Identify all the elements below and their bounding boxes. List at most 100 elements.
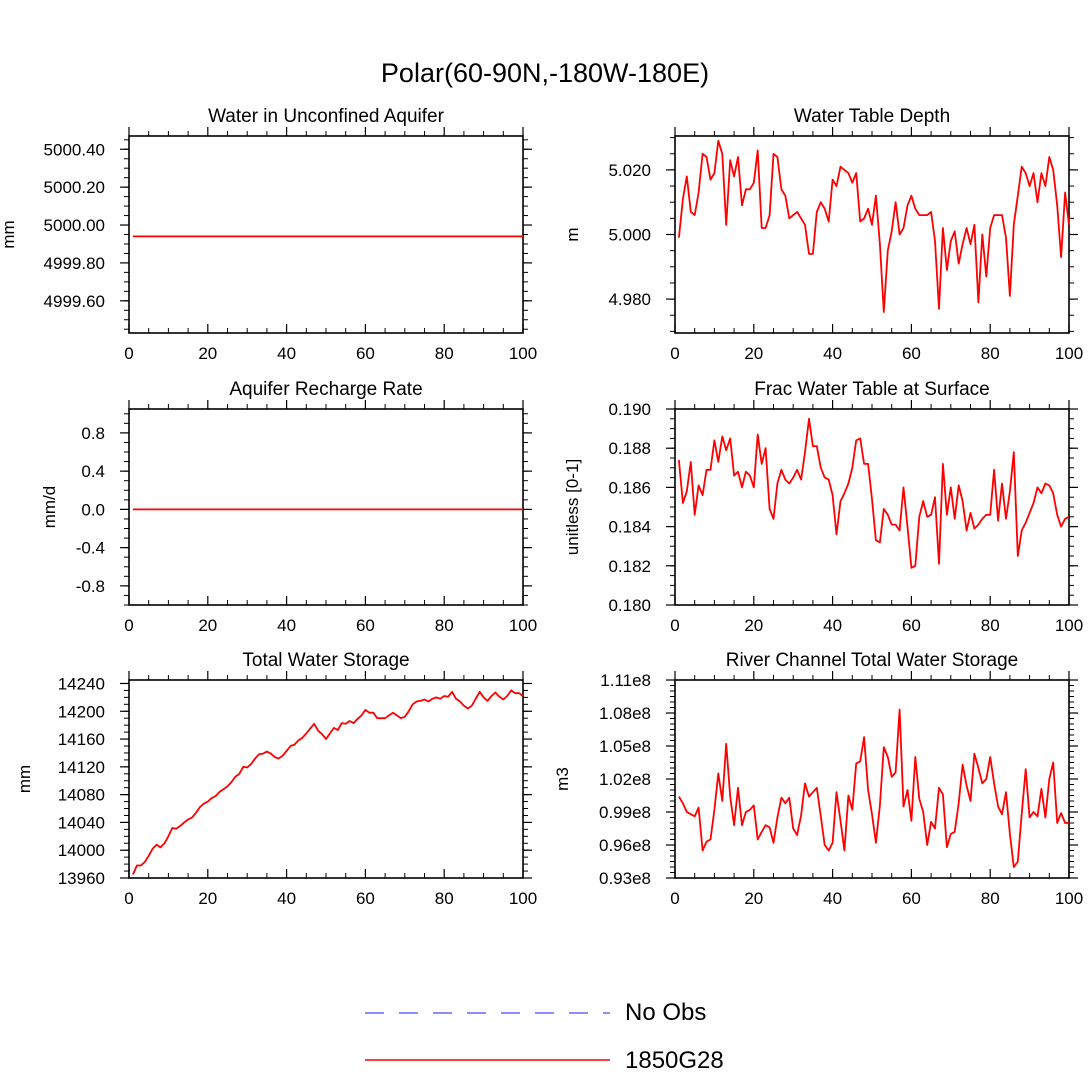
y-axis-label: mm (0, 220, 18, 248)
x-tick-label: 0 (124, 616, 133, 635)
x-tick-label: 60 (902, 889, 921, 908)
x-tick-label: 40 (823, 616, 842, 635)
x-tick-label: 20 (744, 344, 763, 363)
x-tick-label: 60 (356, 616, 375, 635)
x-tick-label: 60 (356, 344, 375, 363)
chart-panel-3: Aquifer Recharge Rate mm/d 0 20 40 60 80 100 -0.… (40, 379, 537, 635)
x-tick-label: 80 (435, 889, 454, 908)
y-tick-label: 0.99e8 (599, 803, 651, 822)
series-line-1850g28 (678, 417, 1070, 569)
x-tick-label: 80 (981, 616, 1000, 635)
y-tick-label: 0.0 (81, 500, 105, 519)
panel-title: River Channel Total Water Storage (726, 650, 1019, 671)
x-tick-label: 100 (509, 889, 537, 908)
legend-label-no-obs: No Obs (625, 999, 706, 1026)
x-tick-label: 20 (198, 616, 217, 635)
x-tick-label: 0 (670, 616, 679, 635)
y-tick-label: 5000.20 (44, 178, 105, 197)
y-tick-label: 5000.00 (44, 216, 105, 235)
y-tick-label: 0.184 (608, 518, 651, 537)
x-tick-label: 0 (670, 344, 679, 363)
y-tick-label: 0.93e8 (599, 869, 651, 888)
y-axis-label: unitless [0-1] (563, 459, 582, 555)
x-tick-label: 60 (356, 889, 375, 908)
x-tick-label: 40 (823, 889, 842, 908)
y-tick-label: 0.188 (608, 439, 651, 458)
panel-title: Frac Water Table at Surface (754, 379, 990, 400)
x-tick-label: 20 (744, 889, 763, 908)
plot-frame (674, 135, 1070, 334)
x-tick-label: 100 (1055, 889, 1083, 908)
x-tick-label: 20 (744, 616, 763, 635)
x-tick-label: 0 (670, 889, 679, 908)
y-tick-label: 14040 (58, 813, 105, 832)
y-tick-label: 0.180 (608, 596, 651, 615)
panel-title: Water in Unconfined Aquifer (208, 106, 445, 127)
chart-panel-4: Frac Water Table at Surface unitless [0-1… (563, 379, 1083, 635)
x-tick-label: 60 (902, 616, 921, 635)
y-tick-label: 14080 (58, 786, 105, 805)
x-tick-label: 20 (198, 344, 217, 363)
series-line-1850g28 (678, 139, 1070, 313)
y-axis-label: mm/d (40, 486, 59, 529)
y-tick-label: 0.8 (81, 424, 105, 443)
chart-panel-2: Water Table Depth m 0 20 40 60 80 100 4.980 5.000… (563, 106, 1083, 363)
y-tick-label: 4999.80 (44, 254, 105, 273)
x-tick-label: 40 (277, 616, 296, 635)
y-tick-label: 14000 (58, 841, 105, 860)
x-tick-label: 40 (823, 344, 842, 363)
x-tick-label: 60 (902, 344, 921, 363)
x-tick-label: 100 (1055, 616, 1083, 635)
x-tick-label: 100 (509, 616, 537, 635)
y-tick-label: 4.980 (608, 290, 651, 309)
y-tick-label: 1.05e8 (599, 737, 651, 756)
x-tick-label: 80 (981, 344, 1000, 363)
y-tick-label: 0.4 (81, 462, 105, 481)
y-tick-label: 0.182 (608, 557, 651, 576)
y-tick-label: 14240 (58, 674, 105, 693)
chart-panel-6: River Channel Total Water Storage m3 0 20 40… (553, 650, 1083, 908)
x-tick-label: 80 (435, 616, 454, 635)
y-tick-label: -0.4 (76, 539, 105, 558)
y-axis-label: m3 (553, 767, 572, 791)
y-axis-label: mm (15, 765, 34, 793)
y-tick-label: 14200 (58, 702, 105, 721)
x-tick-label: 40 (277, 889, 296, 908)
y-tick-label: 14120 (58, 758, 105, 777)
legend-label-1850g28: 1850G28 (625, 1047, 724, 1074)
x-tick-label: 80 (435, 344, 454, 363)
x-tick-label: 40 (277, 344, 296, 363)
x-tick-label: 20 (198, 889, 217, 908)
y-axis-label: m (563, 227, 582, 241)
plot-frame (128, 679, 524, 879)
panel-title: Water Table Depth (794, 106, 950, 127)
legend: No Obs 1850G28 (365, 999, 724, 1074)
y-tick-label: 13960 (58, 869, 105, 888)
chart-panel-5: Total Water Storage mm 0 20 40 60 80 100 13960 14… (15, 650, 537, 908)
panel-title: Total Water Storage (242, 650, 409, 671)
y-tick-label: 1.11e8 (600, 671, 651, 690)
y-tick-label: 1.02e8 (599, 770, 651, 789)
y-tick-label: 0.96e8 (599, 836, 651, 855)
x-tick-label: 0 (124, 344, 133, 363)
plot-frame (128, 135, 524, 334)
plot-frame (128, 408, 524, 606)
series-line-1850g28 (678, 708, 1069, 868)
x-tick-label: 100 (509, 344, 537, 363)
y-tick-label: -0.8 (76, 577, 105, 596)
panels: Water in Unconfined Aquifer mm 0 20 40 60 80 10… (0, 106, 1083, 908)
series-line-1850g28 (132, 689, 524, 875)
x-tick-label: 100 (1055, 344, 1083, 363)
y-tick-label: 5.020 (608, 161, 651, 180)
x-tick-label: 0 (124, 889, 133, 908)
x-tick-label: 80 (981, 889, 1000, 908)
y-tick-label: 0.190 (608, 400, 651, 419)
panel-title: Aquifer Recharge Rate (229, 379, 422, 400)
y-tick-label: 0.186 (608, 478, 651, 497)
y-tick-label: 5.000 (608, 226, 651, 245)
y-tick-label: 5000.40 (44, 140, 105, 159)
figure-title: Polar(60-90N,-180W-180E) (381, 58, 709, 88)
y-tick-label: 1.08e8 (599, 704, 651, 723)
y-tick-label: 14160 (58, 730, 105, 749)
